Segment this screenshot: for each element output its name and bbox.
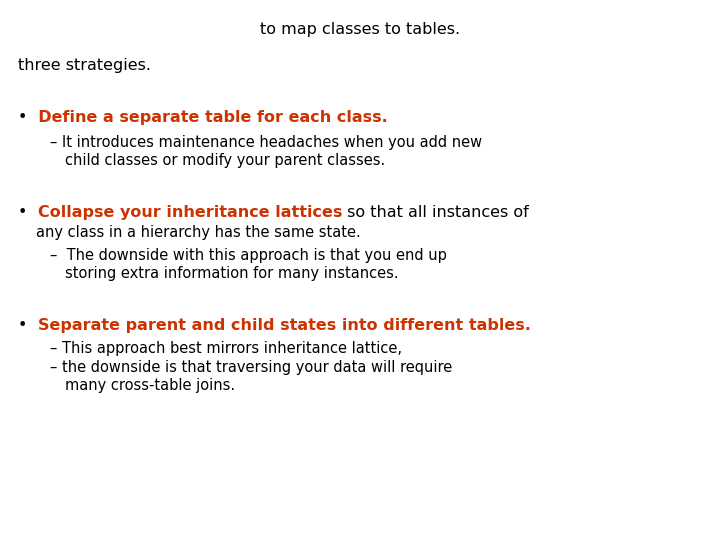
Text: storing extra information for many instances.: storing extra information for many insta… bbox=[65, 266, 399, 281]
Text: child classes or modify your parent classes.: child classes or modify your parent clas… bbox=[65, 153, 385, 168]
Text: – It introduces maintenance headaches when you add new: – It introduces maintenance headaches wh… bbox=[50, 135, 482, 150]
Text: –  The downside with this approach is that you end up: – The downside with this approach is tha… bbox=[50, 248, 447, 263]
Text: •: • bbox=[18, 205, 37, 220]
Text: three strategies.: three strategies. bbox=[18, 58, 151, 73]
Text: •: • bbox=[18, 110, 27, 125]
Text: to map classes to tables.: to map classes to tables. bbox=[260, 22, 460, 37]
Text: Separate parent and child states into different tables.: Separate parent and child states into di… bbox=[37, 318, 531, 333]
Text: many cross-table joins.: many cross-table joins. bbox=[65, 378, 235, 393]
Text: •: • bbox=[18, 318, 37, 333]
Text: – This approach best mirrors inheritance lattice,: – This approach best mirrors inheritance… bbox=[50, 341, 402, 356]
Text: Collapse your inheritance lattices: Collapse your inheritance lattices bbox=[37, 205, 342, 220]
Text: Define a separate table for each class.: Define a separate table for each class. bbox=[27, 110, 388, 125]
Text: so that all instances of: so that all instances of bbox=[342, 205, 528, 220]
Text: – the downside is that traversing your data will require: – the downside is that traversing your d… bbox=[50, 360, 452, 375]
Text: any class in a hierarchy has the same state.: any class in a hierarchy has the same st… bbox=[36, 225, 361, 240]
